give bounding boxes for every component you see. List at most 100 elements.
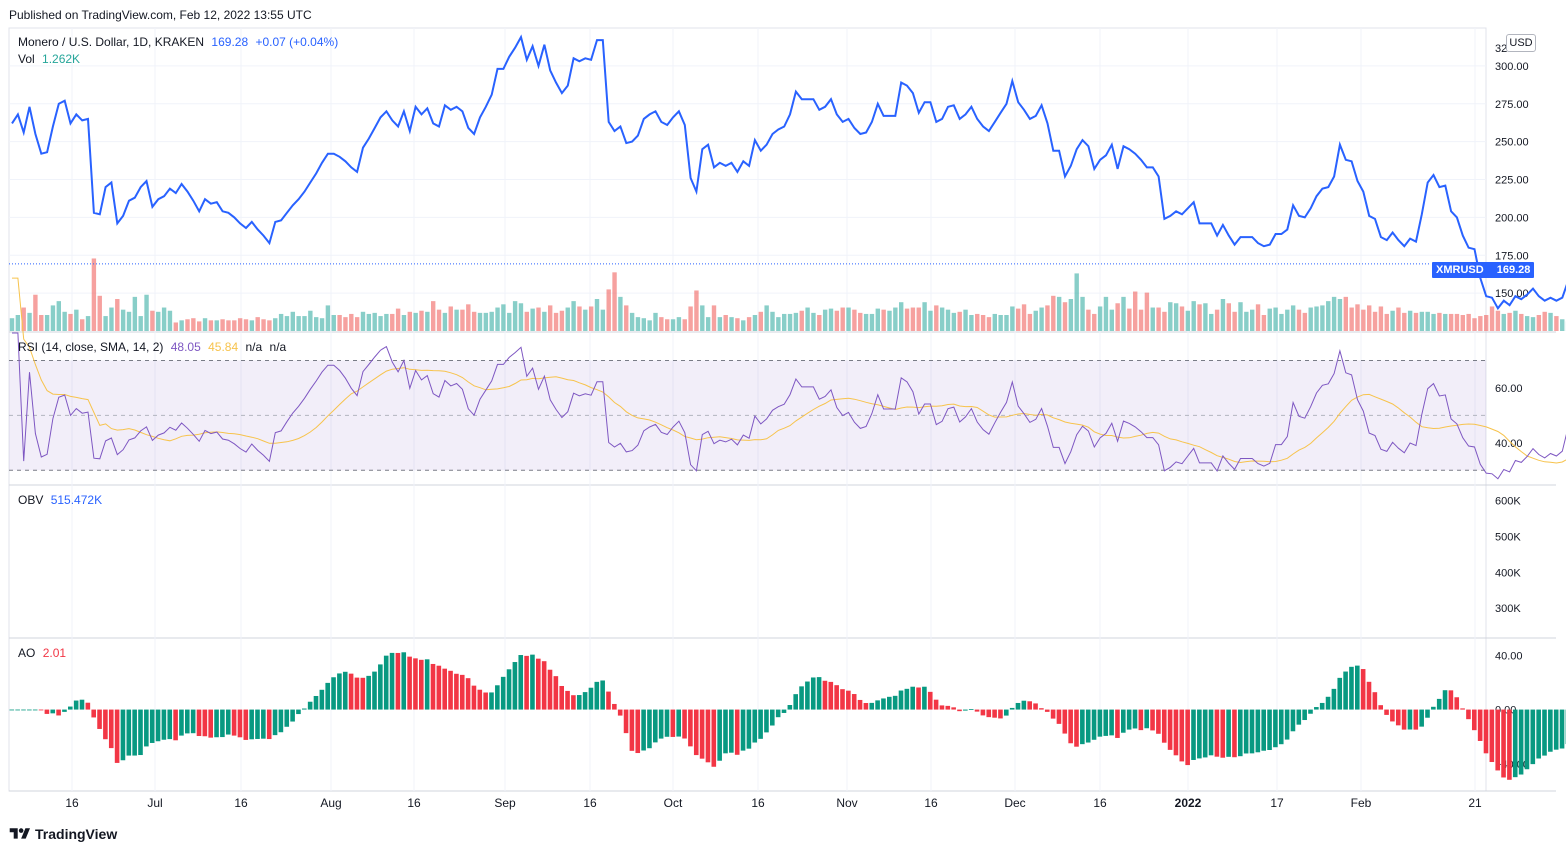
ao-bar [1150, 709, 1155, 731]
ao-bar [623, 709, 629, 734]
volume-bar [910, 307, 916, 331]
volume-bar [56, 301, 61, 331]
ao-bar [998, 709, 1003, 719]
ao-bar [1512, 709, 1518, 778]
volume-bar [1027, 313, 1033, 331]
ao-bar [1302, 709, 1307, 721]
ao-bar [1121, 709, 1126, 733]
ao-bar [1009, 707, 1015, 710]
volume-bar [1056, 296, 1062, 331]
volume-bar [1255, 304, 1261, 331]
volume-bar [1355, 304, 1360, 331]
price-tick-label: 32 [1495, 43, 1507, 55]
ao-bar [887, 696, 892, 710]
currency-button[interactable]: USD [1506, 34, 1536, 52]
ao-bar [1325, 696, 1331, 710]
volume-bar [676, 317, 682, 331]
ao-bar [442, 668, 447, 710]
volume-bar [1109, 309, 1114, 331]
volume-bar [1191, 301, 1196, 331]
ao-bar [366, 675, 371, 710]
volume-bar [986, 317, 992, 331]
volume-bar [407, 311, 412, 331]
ao-bar [495, 685, 500, 710]
volume-bar [1378, 306, 1384, 331]
ao-bar [1232, 709, 1237, 758]
obv-tick-label: 400K [1495, 567, 1521, 579]
ao-bar [448, 670, 453, 710]
volume-bar [1197, 304, 1202, 331]
volume-bar [776, 317, 781, 331]
time-axis-label: Feb [1351, 796, 1372, 810]
ao-bar [38, 709, 44, 711]
volume-bar [466, 304, 471, 331]
volume-bar [261, 319, 266, 331]
volume-bar [1478, 316, 1483, 331]
ao-bar [249, 709, 254, 740]
volume-bar [126, 311, 132, 331]
volume-bar [226, 320, 231, 331]
volume-bar [197, 321, 202, 331]
volume-bar [951, 312, 957, 331]
ao-bar [1319, 702, 1325, 710]
ao-bar [290, 709, 295, 722]
volume-bar [185, 319, 190, 331]
time-axis-label: 16 [924, 796, 938, 810]
volume-bar [68, 313, 73, 331]
ao-bar [1501, 709, 1506, 778]
volume-bar [232, 320, 237, 331]
volume-bar [822, 309, 828, 331]
ao-bar [1161, 709, 1167, 743]
volume-bar [325, 305, 331, 331]
ao-bar [1226, 709, 1231, 757]
ao-bar [1062, 709, 1068, 734]
volume-bar [319, 318, 325, 331]
ao-bar [1366, 681, 1372, 710]
ao-bar [459, 674, 465, 710]
volume-bar [1290, 305, 1296, 331]
volume-bar [729, 317, 734, 331]
volume-bar [904, 308, 910, 331]
ao-bar [711, 709, 717, 767]
volume-bar [1261, 315, 1267, 331]
price-tick-label: 200.00 [1495, 212, 1529, 224]
ao-bar [1220, 709, 1226, 758]
volume-bar [647, 320, 652, 331]
ao-bar [1542, 709, 1547, 756]
volume-bar [934, 305, 939, 331]
volume-bar [33, 294, 38, 331]
ao-bar [62, 709, 67, 712]
time-axis-label: 16 [407, 796, 421, 810]
volume-bar [360, 311, 366, 331]
volume-bar [1185, 310, 1191, 331]
volume-bar [1214, 309, 1220, 331]
ao-bar [553, 676, 559, 710]
volume-bar [817, 315, 822, 331]
price-tick-label: 275.00 [1495, 99, 1529, 111]
ao-bar [389, 652, 395, 710]
ao-bar [1395, 709, 1401, 726]
volume-bar [1384, 313, 1389, 331]
tradingview-brand[interactable]: TradingView [9, 826, 117, 842]
ao-bar [1296, 709, 1302, 725]
ao-bar [1103, 709, 1109, 736]
volume-bar [512, 301, 518, 331]
volume-bar [202, 318, 208, 331]
ao-bar [1507, 709, 1512, 780]
ao-bar [1308, 709, 1313, 714]
time-axis-label: Dec [1004, 796, 1025, 810]
ao-bar [73, 700, 79, 710]
ao-bar [828, 681, 834, 710]
volume-bar [80, 319, 85, 331]
last-price: 169.28 [211, 35, 249, 49]
volume-bar [1530, 317, 1536, 331]
volume-bar [1536, 315, 1542, 331]
ao-bar [582, 692, 588, 710]
volume-bar [1051, 295, 1056, 331]
ao-bar [1027, 701, 1032, 710]
ao-bar [103, 709, 108, 740]
ao-bar [524, 655, 529, 710]
volume-bar [337, 315, 342, 331]
ao-bar [296, 709, 301, 715]
